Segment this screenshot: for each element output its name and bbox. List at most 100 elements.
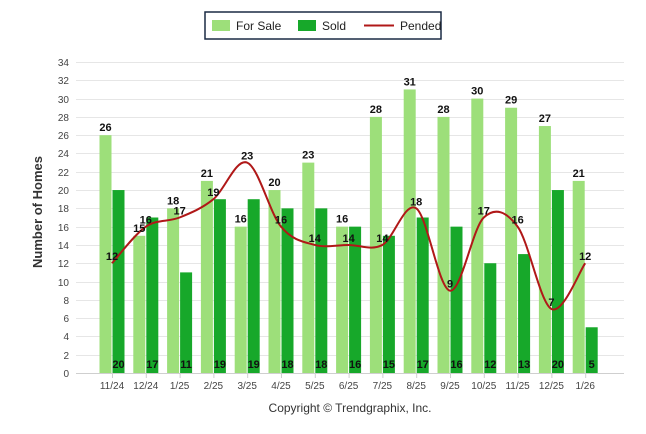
x-tick-label: 11/24 bbox=[100, 381, 125, 392]
bar-sold-9-25 bbox=[450, 226, 463, 373]
bar-sold-11-24 bbox=[112, 190, 125, 373]
x-tick-label: 12/24 bbox=[133, 381, 158, 392]
x-tick-label: 1/26 bbox=[575, 381, 595, 392]
label-sold: 19 bbox=[214, 359, 226, 371]
bar-sold-11-25 bbox=[518, 254, 531, 373]
y-tick-label: 12 bbox=[58, 259, 70, 270]
legend-swatch-for-sale bbox=[212, 20, 230, 31]
label-for-sale: 21 bbox=[201, 168, 213, 180]
bar-for-sale-1-25 bbox=[167, 208, 180, 373]
label-pended: 16 bbox=[275, 215, 287, 227]
bar-for-sale-11-24 bbox=[99, 135, 112, 373]
label-for-sale: 15 bbox=[133, 223, 145, 235]
bar-for-sale-7-25 bbox=[369, 116, 382, 373]
label-pended: 9 bbox=[447, 279, 453, 291]
y-tick-label: 30 bbox=[58, 95, 70, 106]
y-tick-label: 0 bbox=[63, 369, 69, 380]
x-tick-label: 8/25 bbox=[406, 381, 426, 392]
bars bbox=[99, 89, 598, 374]
bar-sold-1-26 bbox=[585, 327, 598, 373]
label-sold: 20 bbox=[552, 359, 564, 371]
label-sold: 18 bbox=[315, 359, 327, 371]
x-tick-label: 5/25 bbox=[305, 381, 325, 392]
label-sold: 17 bbox=[146, 359, 158, 371]
y-tick-label: 34 bbox=[58, 58, 70, 69]
y-tick-label: 24 bbox=[58, 149, 70, 160]
label-for-sale: 20 bbox=[268, 177, 280, 189]
label-pended: 14 bbox=[376, 233, 389, 245]
label-for-sale: 16 bbox=[235, 214, 247, 226]
legend-label-for-sale: For Sale bbox=[236, 19, 282, 33]
label-sold: 11 bbox=[180, 359, 192, 371]
x-axis-ticks: 11/24 12/24 1/25 2/25 3/25 4/25 5/25 6/25 7/25 8/… bbox=[100, 373, 595, 392]
label-pended: 12 bbox=[579, 251, 591, 263]
y-tick-label: 18 bbox=[58, 204, 70, 215]
label-sold: 13 bbox=[518, 359, 530, 371]
bar-sold-2-25 bbox=[213, 199, 226, 373]
bar-sold-8-25 bbox=[416, 217, 429, 373]
bar-for-sale-6-25 bbox=[336, 226, 349, 373]
label-pended: 17 bbox=[173, 206, 185, 218]
bar-for-sale-4-25 bbox=[268, 190, 281, 373]
y-tick-label: 6 bbox=[63, 314, 69, 325]
y-tick-label: 10 bbox=[58, 278, 70, 289]
bar-for-sale-10-25 bbox=[471, 98, 484, 374]
x-tick-label: 12/25 bbox=[539, 381, 564, 392]
y-tick-label: 8 bbox=[63, 296, 69, 307]
bar-sold-3-25 bbox=[247, 199, 260, 373]
bar-sold-4-25 bbox=[281, 208, 294, 373]
legend: For Sale Sold Pended bbox=[204, 11, 442, 40]
label-for-sale: 30 bbox=[471, 86, 483, 98]
pended-trend-line bbox=[111, 161, 587, 311]
legend-swatch-sold bbox=[298, 20, 316, 31]
label-for-sale: 28 bbox=[437, 104, 449, 116]
bar-for-sale-9-25 bbox=[437, 116, 450, 373]
bar-sold-5-25 bbox=[315, 208, 328, 373]
bar-sold-12-24 bbox=[146, 217, 159, 373]
legend-label-sold: Sold bbox=[322, 19, 346, 33]
label-for-sale: 28 bbox=[370, 104, 382, 116]
label-pended: 19 bbox=[207, 187, 219, 199]
label-sold: 16 bbox=[450, 359, 462, 371]
label-for-sale: 26 bbox=[99, 122, 111, 134]
label-for-sale: 16 bbox=[336, 214, 348, 226]
legend-label-pended: Pended bbox=[400, 19, 441, 33]
bar-for-sale-5-25 bbox=[302, 162, 315, 373]
label-sold: 16 bbox=[349, 359, 361, 371]
label-sold: 17 bbox=[417, 359, 429, 371]
bar-sold-1-25 bbox=[180, 272, 193, 373]
bar-for-sale-8-25 bbox=[403, 89, 416, 374]
label-pended: 7 bbox=[548, 297, 554, 309]
bar-sold-12-25 bbox=[551, 190, 564, 373]
y-tick-label: 14 bbox=[58, 241, 70, 252]
label-pended: 16 bbox=[140, 215, 152, 227]
bar-for-sale-3-25 bbox=[234, 226, 247, 373]
y-tick-label: 20 bbox=[58, 186, 70, 197]
x-tick-label: 9/25 bbox=[440, 381, 460, 392]
y-tick-label: 16 bbox=[58, 223, 70, 234]
label-pended: 14 bbox=[309, 233, 322, 245]
x-tick-label: 10/25 bbox=[471, 381, 496, 392]
label-sold: 19 bbox=[248, 359, 260, 371]
y-tick-label: 26 bbox=[58, 131, 70, 142]
x-tick-label: 11/25 bbox=[505, 381, 530, 392]
data-labels: 26 20 12 15 17 16 18 11 17 21 19 19 16 19 23 20 18 16 23 18… bbox=[99, 76, 594, 371]
label-for-sale: 21 bbox=[573, 168, 585, 180]
label-pended: 16 bbox=[511, 215, 523, 227]
x-tick-label: 3/25 bbox=[237, 381, 257, 392]
label-for-sale: 23 bbox=[302, 150, 314, 162]
label-for-sale: 18 bbox=[167, 195, 179, 207]
label-pended: 18 bbox=[410, 196, 422, 208]
bar-for-sale-2-25 bbox=[200, 180, 213, 373]
bar-sold-7-25 bbox=[382, 235, 395, 373]
label-pended: 14 bbox=[342, 233, 355, 245]
pended-line bbox=[111, 161, 587, 311]
y-tick-label: 28 bbox=[58, 113, 70, 124]
label-sold: 20 bbox=[112, 359, 124, 371]
bar-for-sale-12-24 bbox=[133, 235, 146, 373]
label-sold: 5 bbox=[589, 359, 595, 371]
y-tick-label: 2 bbox=[63, 351, 69, 362]
copyright-credit: Copyright © Trendgraphix, Inc. bbox=[269, 401, 432, 415]
